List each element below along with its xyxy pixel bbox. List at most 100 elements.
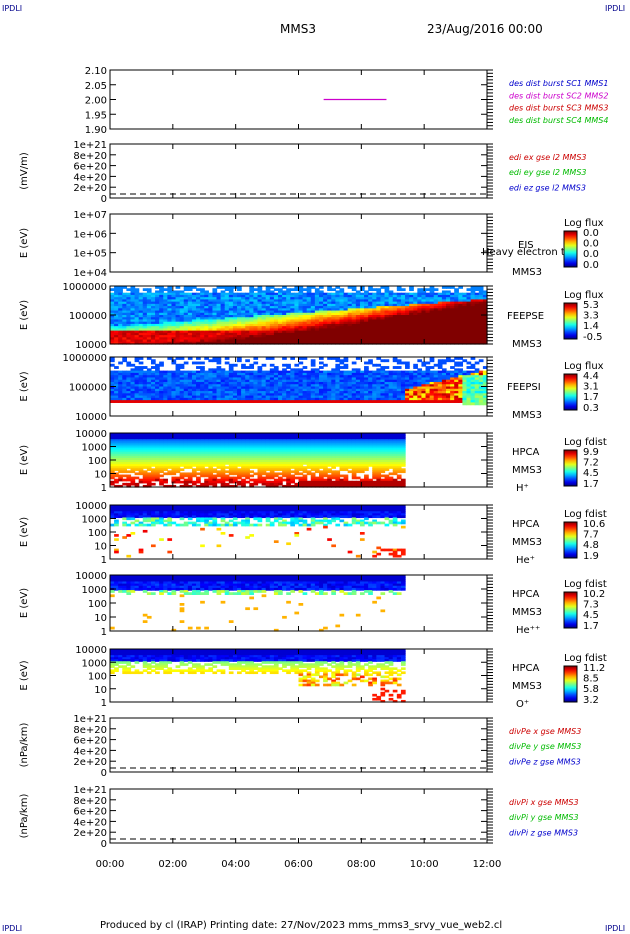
heatmap-cell-p4 — [146, 306, 152, 309]
heatmap-cell-p6 — [155, 457, 160, 461]
heatmap-cell-p4 — [323, 330, 328, 334]
heatmap-cell-p6 — [232, 472, 238, 476]
heatmap-cell-p4 — [118, 315, 123, 318]
heatmap-cell-p4 — [146, 335, 152, 338]
heatmap-cell-p4 — [482, 337, 488, 341]
heatmap-cell-p4 — [351, 303, 357, 307]
heatmap-cell-p4 — [204, 290, 209, 294]
heatmap-cell-p6 — [159, 470, 164, 474]
heatmap-cell-p4 — [220, 290, 226, 294]
heatmap-cell-p6 — [269, 441, 275, 444]
heatmap-cell-p6 — [110, 460, 115, 463]
heatmap-cell-p4 — [150, 301, 156, 305]
heatmap-cell-p4 — [372, 306, 377, 309]
heatmap-cell-p4 — [253, 294, 259, 298]
heatmap-cell-p5 — [310, 391, 316, 394]
heatmap-cell-p5 — [183, 388, 189, 392]
heatmap-cell-p5 — [118, 361, 123, 365]
heatmap-cell-p6 — [257, 457, 263, 461]
heatmap-cell-p6 — [204, 460, 209, 463]
heatmap-cell-p6 — [249, 449, 255, 453]
heatmap-cell-p4 — [372, 330, 377, 334]
heatmap-cell-p4 — [150, 297, 156, 300]
heatmap-cell-p5 — [425, 384, 431, 388]
heatmap-cell-p4 — [450, 330, 455, 334]
heatmap-cell-p5 — [159, 361, 164, 365]
heatmap-cell-p4 — [433, 332, 439, 336]
heatmap-cell-p4 — [396, 319, 402, 323]
heatmap-cell-p4 — [286, 303, 291, 307]
heatmap-cell-p5 — [314, 386, 320, 390]
heatmap-cell-p4 — [122, 339, 127, 343]
heatmap-cell-p5 — [425, 381, 431, 385]
heatmap-cell-p5 — [405, 397, 410, 401]
heatmap-cell-p5 — [224, 391, 230, 394]
heatmap-cell-p5 — [138, 368, 144, 372]
heatmap-cell-p5 — [118, 372, 123, 376]
heatmap-cell-p6 — [183, 478, 189, 482]
heatmap-cell-p4 — [368, 330, 373, 334]
heatmap-cell-p6 — [191, 474, 197, 478]
heatmap-cell-p5 — [245, 386, 250, 390]
heatmap-cell-p5 — [392, 357, 398, 360]
heatmap-cell-p5 — [294, 400, 300, 403]
heatmap-cell-p4 — [298, 330, 304, 334]
heatmap-cell-p4 — [191, 337, 197, 341]
heatmap-cell-p6 — [167, 435, 173, 438]
heatmap-cell-p4 — [429, 321, 435, 325]
heatmap-cell-p5 — [286, 391, 291, 394]
heatmap-cell-p4 — [146, 299, 152, 303]
heatmap-cell-p5 — [470, 372, 476, 376]
heatmap-cell-p4 — [212, 337, 218, 341]
heatmap-cell-p4 — [388, 337, 394, 341]
heatmap-cell-p4 — [122, 306, 127, 309]
heatmap-cell-p5 — [155, 395, 160, 399]
heatmap-cell-p4 — [331, 341, 336, 345]
heatmap-cell-p4 — [175, 294, 181, 298]
spacecraft-label-p3: MMS3 — [512, 267, 542, 278]
heatmap-cell-p6 — [228, 449, 234, 453]
heatmap-cell-p5 — [241, 393, 246, 397]
heatmap-cell-p4 — [359, 299, 365, 303]
heatmap-cell-p6 — [232, 466, 238, 469]
heatmap-cell-p4 — [179, 323, 185, 327]
heatmap-cell-p5 — [400, 393, 406, 397]
heatmap-cell-p5 — [249, 391, 255, 394]
heatmap-cell-p4 — [282, 290, 287, 294]
heatmap-cell-p4 — [282, 299, 287, 303]
colorbar-tick-label-p5: 3.1 — [583, 382, 599, 393]
heatmap-cell-p5 — [314, 377, 320, 381]
heatmap-cell-p5 — [331, 395, 336, 399]
heatmap-cell-p4 — [196, 308, 201, 312]
heatmap-cell-p4 — [359, 297, 365, 300]
heatmap-cell-p5 — [405, 372, 410, 376]
heatmap-cell-p5 — [474, 400, 480, 403]
heatmap-cell-p6 — [232, 462, 238, 465]
heatmap-cell-p5 — [114, 388, 119, 392]
heatmap-cell-p6 — [269, 457, 275, 461]
heatmap-cell-p4 — [347, 301, 353, 305]
heatmap-cell-p5 — [405, 386, 410, 390]
heatmap-cell-p4 — [323, 312, 328, 316]
heatmap-cell-p4 — [355, 317, 361, 321]
heatmap-cell-p4 — [355, 332, 361, 336]
heatmap-cell-p5 — [437, 397, 443, 401]
heatmap-cell-p4 — [191, 308, 197, 312]
heatmap-cell-p4 — [294, 326, 300, 329]
heatmap-cell-p6 — [159, 451, 164, 455]
heatmap-cell-p4 — [368, 297, 373, 300]
heatmap-cell-p4 — [265, 326, 271, 329]
heatmap-cell-p4 — [224, 286, 230, 289]
heatmap-cell-p4 — [331, 299, 336, 303]
heatmap-cell-p5 — [482, 379, 488, 383]
heatmap-cell-p5 — [191, 395, 197, 399]
heatmap-cell-p4 — [175, 335, 181, 338]
heatmap-cell-p4 — [294, 337, 300, 341]
heatmap-cell-p4 — [376, 315, 382, 318]
heatmap-cell-p5 — [179, 375, 185, 379]
heatmap-cell-p4 — [155, 335, 160, 338]
heatmap-cell-p5 — [257, 388, 263, 392]
heatmap-cell-p4 — [368, 306, 373, 309]
heatmap-cell-p4 — [327, 328, 332, 332]
heatmap-cell-p4 — [294, 312, 300, 316]
